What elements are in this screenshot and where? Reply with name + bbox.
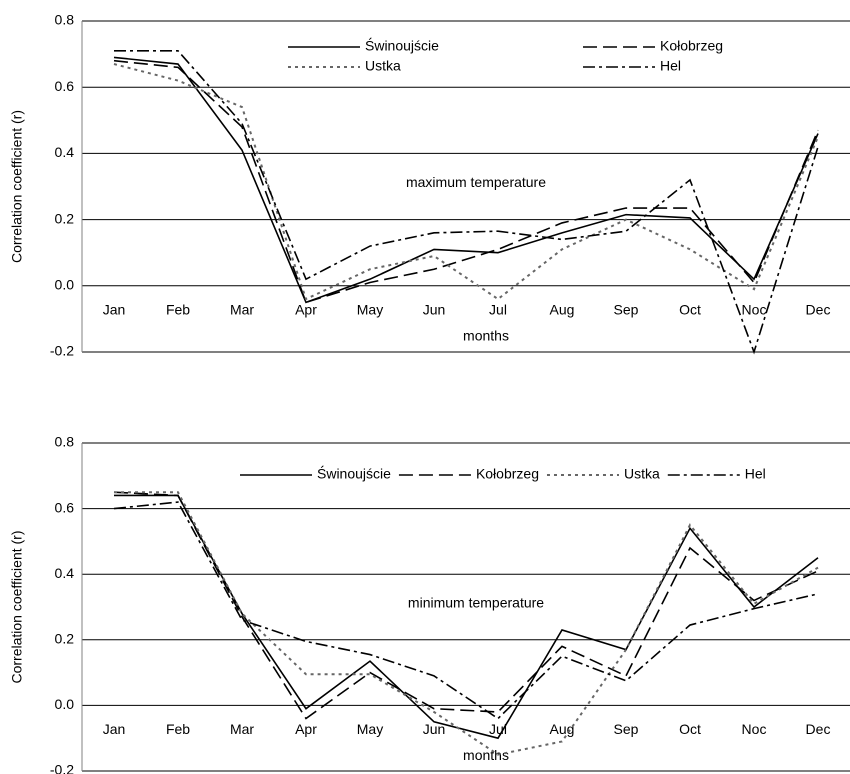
y-tick-label: -0.2	[50, 343, 74, 359]
y-tick-label: 0.0	[55, 277, 75, 293]
y-axis-title: Correlation coefficient (r)	[9, 110, 25, 263]
line	[113, 56, 819, 304]
x-tick-label: Aug	[550, 302, 575, 318]
y-tick-label: 0.4	[55, 144, 75, 160]
x-tick-label: Jun	[423, 302, 446, 318]
y-tick-label: 0.6	[55, 499, 75, 515]
x-axis-title: months	[463, 328, 509, 344]
annotation: minimum temperature	[408, 594, 544, 610]
legend-label: Kołobrzeg	[476, 466, 539, 482]
x-axis-title: months	[463, 747, 509, 763]
y-tick-label: 0.2	[55, 631, 75, 647]
x-tick-label: Oct	[679, 721, 701, 737]
y-axis-title: Correlation coefficient (r)	[9, 530, 25, 683]
x-tick-label: Apr	[295, 721, 317, 737]
y-tick-label: 0.2	[55, 210, 75, 226]
y-tick-label: -0.2	[50, 762, 74, 774]
x-tick-label: Jan	[103, 721, 126, 737]
x-tick-label: Aug	[550, 721, 575, 737]
legend-label: Ustka	[624, 466, 660, 482]
legend-label: Kołobrzeg	[660, 38, 723, 54]
x-tick-label: Feb	[166, 721, 190, 737]
x-tick-label: Dec	[806, 302, 831, 318]
x-tick-label: Feb	[166, 302, 190, 318]
x-tick-label: Dec	[806, 721, 831, 737]
x-tick-label: Oct	[679, 302, 701, 318]
y-tick-label: 0.8	[55, 434, 75, 450]
y-tick-label: 0.4	[55, 565, 75, 581]
annotation: maximum temperature	[406, 174, 546, 190]
y-tick-label: 0.8	[55, 12, 75, 28]
x-tick-label: Sep	[614, 721, 639, 737]
x-tick-label: Mar	[230, 721, 254, 737]
x-tick-label: May	[357, 302, 383, 318]
legend-label: Hel	[745, 466, 766, 482]
line	[114, 494, 819, 740]
x-tick-label: Jan	[103, 302, 126, 318]
legend-label: Hel	[660, 58, 681, 74]
x-tick-label: May	[357, 721, 383, 737]
x-tick-label: Noc	[742, 302, 767, 318]
y-tick-label: 0.0	[55, 696, 75, 712]
line	[114, 49, 819, 355]
x-tick-label: Jun	[423, 721, 446, 737]
x-tick-label: Jul	[489, 302, 507, 318]
line	[113, 59, 819, 304]
legend-label: Świnoujście	[317, 465, 391, 482]
x-tick-label: Jul	[489, 721, 507, 737]
x-tick-label: Apr	[295, 302, 317, 318]
x-tick-label: Noc	[742, 721, 767, 737]
legend-label: Świnoujście	[365, 37, 439, 54]
x-tick-label: Mar	[230, 302, 254, 318]
line	[113, 501, 819, 720]
line	[113, 63, 819, 301]
legend-label: Ustka	[365, 58, 401, 74]
x-tick-label: Sep	[614, 302, 639, 318]
line	[113, 491, 819, 720]
line	[114, 491, 819, 756]
y-tick-label: 0.6	[55, 78, 75, 94]
